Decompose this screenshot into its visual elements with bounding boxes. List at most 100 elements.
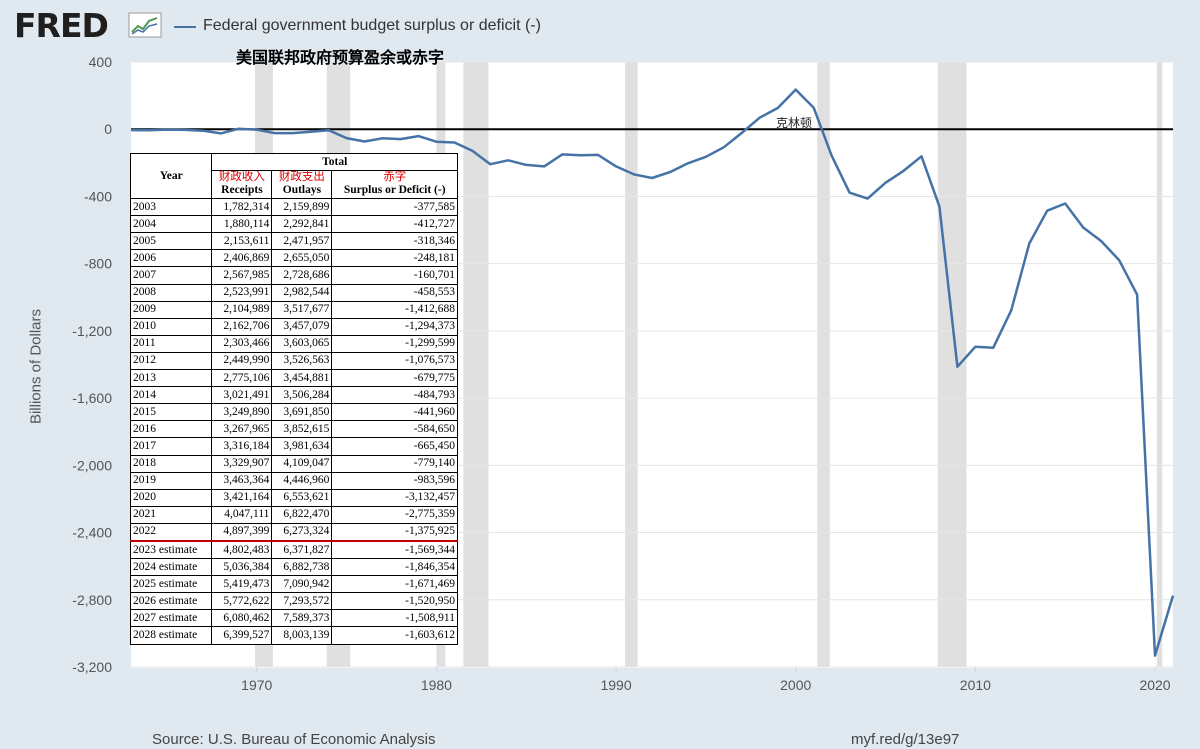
- data-point[interactable]: [217, 129, 225, 137]
- table-cell: -160,701: [331, 266, 458, 285]
- data-point[interactable]: [199, 127, 207, 135]
- column-header-cn: 财政支出: [278, 171, 325, 184]
- table-cell: 2010: [129, 317, 213, 336]
- data-point[interactable]: [935, 202, 943, 210]
- data-point[interactable]: [846, 189, 854, 197]
- data-point[interactable]: [971, 343, 979, 351]
- table-body: 2003 1,782,314 2,159,899 -377,585 2004 1,880,…: [129, 198, 458, 645]
- data-point[interactable]: [953, 363, 961, 371]
- data-point[interactable]: [1169, 592, 1177, 600]
- data-point[interactable]: [432, 138, 440, 146]
- data-point[interactable]: [1007, 306, 1015, 314]
- data-point[interactable]: [648, 174, 656, 182]
- data-point[interactable]: [720, 143, 728, 151]
- data-point[interactable]: [900, 167, 908, 175]
- data-point[interactable]: [666, 168, 674, 176]
- data-point[interactable]: [864, 195, 872, 203]
- data-point[interactable]: [684, 159, 692, 167]
- data-point[interactable]: [630, 170, 638, 178]
- data-point[interactable]: [756, 114, 764, 122]
- data-point[interactable]: [540, 162, 548, 170]
- table-cell: 7,589,373: [271, 609, 333, 628]
- table-row: 2027 estimate 6,080,462 7,589,373 -1,508,91…: [129, 609, 458, 628]
- table-cell: 2008: [129, 283, 213, 302]
- table-cell: 2019: [129, 471, 213, 490]
- data-point[interactable]: [468, 147, 476, 155]
- table-cell: 2012: [129, 351, 213, 371]
- data-point[interactable]: [810, 104, 818, 112]
- x-tick-label: 2000: [780, 677, 811, 693]
- recession-band: [625, 62, 638, 667]
- data-point[interactable]: [594, 151, 602, 159]
- x-tick-label: 2020: [1139, 677, 1170, 693]
- data-point[interactable]: [558, 150, 566, 158]
- data-point[interactable]: [379, 134, 387, 142]
- table-header-year: Year: [129, 152, 213, 200]
- table-row: 2022 4,897,399 6,273,324 -1,375,925: [129, 522, 458, 542]
- fred-logo[interactable]: FRED: [14, 6, 109, 45]
- table-cell: 4,897,399: [211, 522, 273, 542]
- data-point[interactable]: [1061, 200, 1069, 208]
- table-cell: 3,454,881: [271, 369, 333, 388]
- column-header-cn: 赤字: [383, 171, 407, 184]
- data-point[interactable]: [792, 86, 800, 94]
- data-point[interactable]: [414, 132, 422, 140]
- data-point[interactable]: [271, 129, 279, 137]
- data-point[interactable]: [235, 125, 243, 133]
- table-cell: 2011: [129, 334, 213, 353]
- data-point[interactable]: [774, 104, 782, 112]
- data-point[interactable]: [504, 156, 512, 164]
- data-point[interactable]: [522, 161, 530, 169]
- table-row: 2010 2,162,706 3,457,079 -1,294,373: [129, 317, 458, 336]
- data-point[interactable]: [163, 126, 171, 134]
- table-cell: 2024 estimate: [129, 558, 213, 577]
- table-cell: 2,449,990: [211, 351, 273, 371]
- data-point[interactable]: [307, 128, 315, 136]
- table-row: 2017 3,316,184 3,981,634 -665,450: [129, 437, 458, 456]
- data-point[interactable]: [1025, 240, 1033, 248]
- table-cell: 3,249,890: [211, 403, 273, 422]
- table-cell: -1,603,612: [331, 626, 458, 645]
- data-point[interactable]: [1151, 652, 1159, 660]
- data-point[interactable]: [1115, 256, 1123, 264]
- data-point[interactable]: [738, 129, 746, 137]
- data-point[interactable]: [181, 126, 189, 134]
- data-point[interactable]: [1133, 291, 1141, 299]
- legend-label[interactable]: Federal government budget surplus or def…: [203, 17, 541, 34]
- table-cell: 2013: [129, 369, 213, 388]
- data-point[interactable]: [450, 138, 458, 146]
- data-point[interactable]: [882, 179, 890, 187]
- table-row: 2008 2,523,991 2,982,544 -458,553: [129, 283, 458, 302]
- data-point[interactable]: [145, 126, 153, 134]
- data-point[interactable]: [1043, 207, 1051, 215]
- table-cell: 2017: [129, 437, 213, 456]
- table-cell: 2005: [129, 232, 213, 251]
- table-cell: -584,650: [331, 420, 458, 439]
- data-point[interactable]: [1097, 237, 1105, 245]
- data-point[interactable]: [289, 129, 297, 137]
- table-cell: -1,412,688: [331, 300, 458, 319]
- table-row: 2009 2,104,989 3,517,677 -1,412,688: [129, 300, 458, 319]
- data-point[interactable]: [325, 126, 333, 134]
- table-cell: 2006: [129, 249, 213, 268]
- data-point[interactable]: [917, 152, 925, 160]
- data-point[interactable]: [612, 162, 620, 170]
- short-url[interactable]: myf.red/g/13e97: [851, 731, 960, 748]
- data-point[interactable]: [361, 137, 369, 145]
- data-point[interactable]: [253, 126, 261, 134]
- y-tick-label: 400: [89, 54, 113, 70]
- data-point[interactable]: [396, 135, 404, 143]
- data-point[interactable]: [486, 160, 494, 168]
- table-cell: 2020: [129, 488, 213, 507]
- data-point[interactable]: [989, 344, 997, 352]
- x-axis-ticks: 1970 1980 1990 2000 2010 2020: [241, 667, 1171, 693]
- data-point[interactable]: [576, 151, 584, 159]
- table-cell: 6,371,827: [271, 540, 333, 560]
- data-point[interactable]: [343, 134, 351, 142]
- data-point[interactable]: [127, 126, 135, 134]
- data-point[interactable]: [1079, 224, 1087, 232]
- table-row: 2016 3,267,965 3,852,615 -584,650: [129, 420, 458, 439]
- data-point[interactable]: [702, 153, 710, 161]
- table-row: 2021 4,047,111 6,822,470 -2,775,359: [129, 505, 458, 524]
- data-point[interactable]: [828, 152, 836, 160]
